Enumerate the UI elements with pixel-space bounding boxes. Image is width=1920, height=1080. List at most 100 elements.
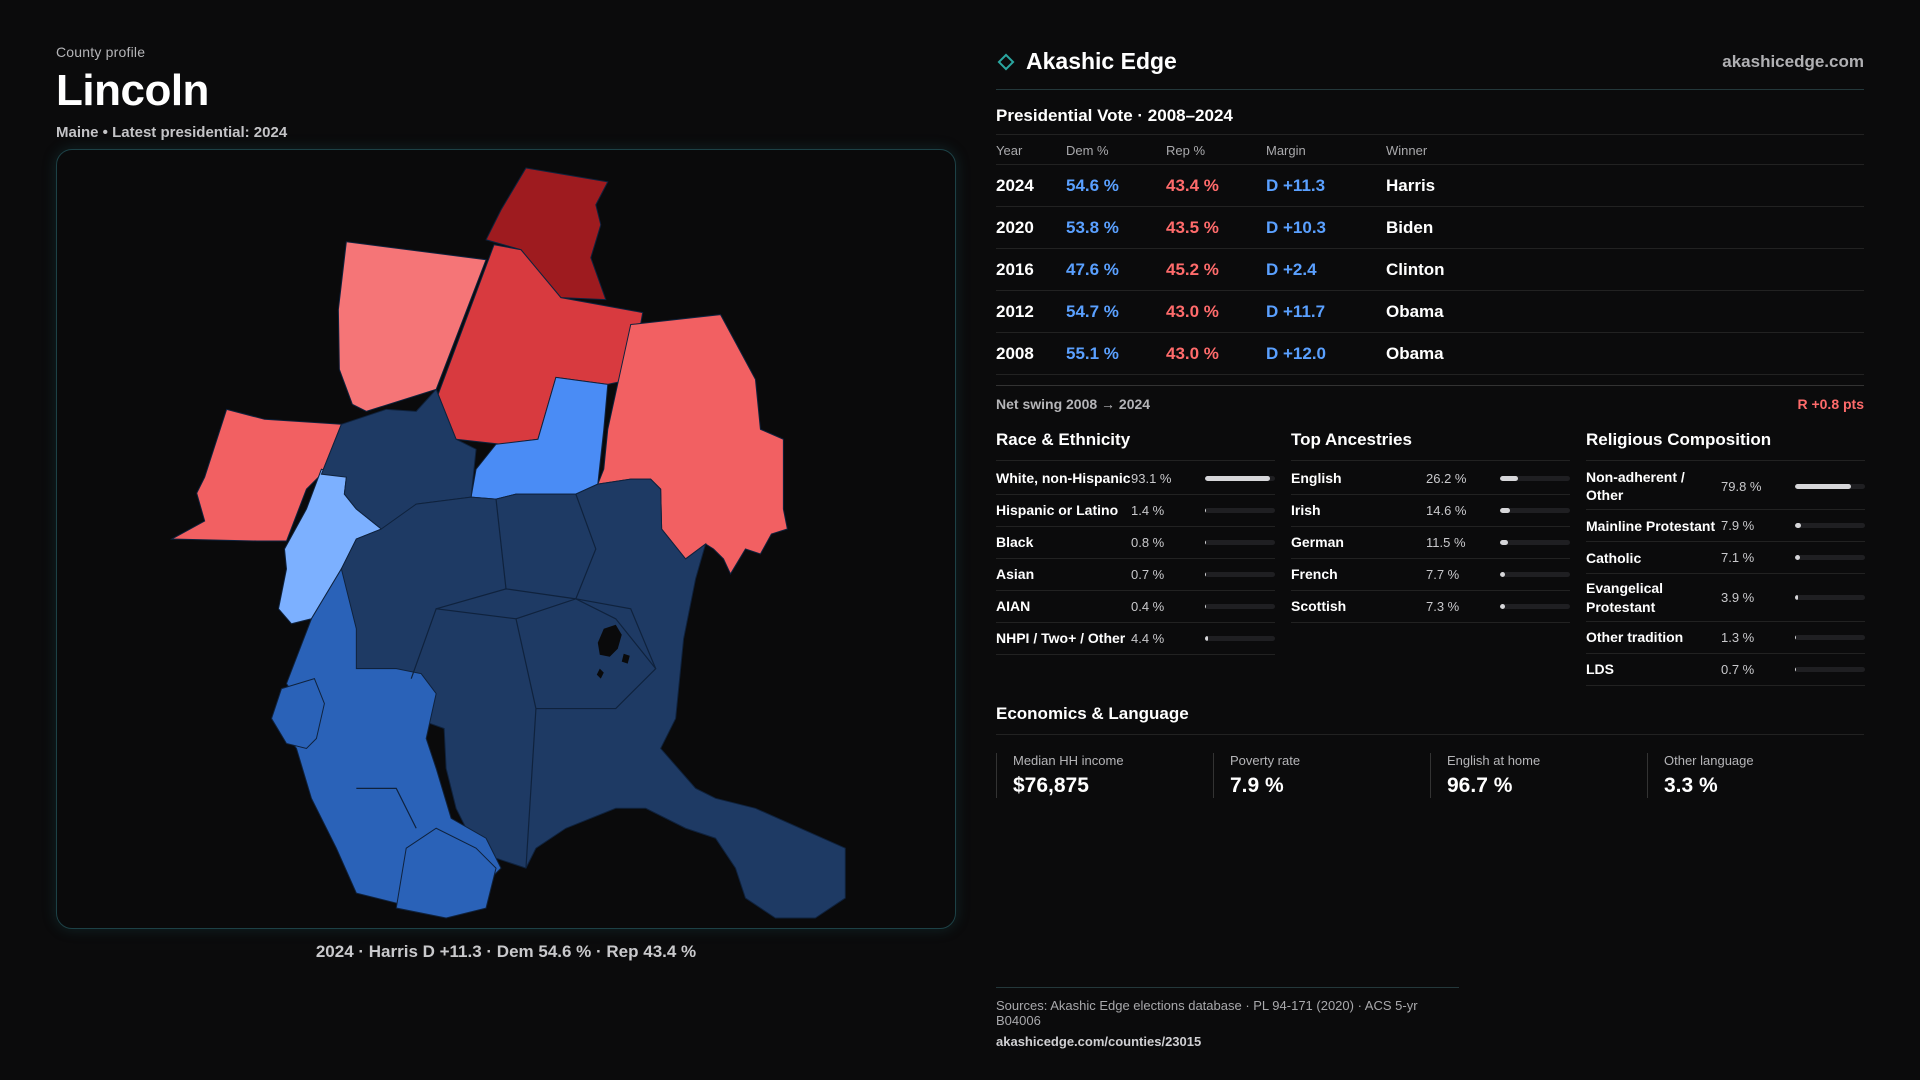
percent-bar-fill xyxy=(1500,540,1509,545)
list-item: AIAN 0.4 % xyxy=(996,591,1275,623)
col-winner: Winner xyxy=(1386,135,1864,165)
percent-bar xyxy=(1500,604,1570,609)
detail-panel: Akashic Edge akashicedge.com Presidentia… xyxy=(996,40,1865,798)
item-label: German xyxy=(1291,534,1344,551)
percent-bar xyxy=(1205,572,1275,577)
item-value: 7.1 % xyxy=(1721,550,1755,566)
percent-bar-fill xyxy=(1795,666,1796,672)
percent-bar-fill xyxy=(1205,540,1206,545)
list-item: German 11.5 % xyxy=(1291,527,1570,559)
table-row: 2012 54.7 % 43.0 % D +11.7 Obama xyxy=(996,290,1864,333)
percent-bar xyxy=(1205,540,1275,545)
econ-label: Other language xyxy=(1664,752,1754,768)
cell-winner: Clinton xyxy=(1386,248,1864,291)
cell-rep: 43.0 % xyxy=(1166,332,1266,375)
page-title: Lincoln xyxy=(56,66,209,115)
water-feature xyxy=(621,653,630,664)
vote-section-title: Presidential Vote · 2008–2024 xyxy=(996,106,1864,135)
vote-table: Year Dem % Rep % Margin Winner 2024 54.6… xyxy=(996,135,1864,375)
list-item: LDS 0.7 % xyxy=(1586,654,1865,686)
map-town[interactable] xyxy=(337,241,487,412)
econ-card: Median HH income $76,875 xyxy=(996,752,1213,798)
cell-rep: 45.2 % xyxy=(1166,248,1266,291)
cell-rep: 43.4 % xyxy=(1166,164,1266,207)
ancestry-title: Top Ancestries xyxy=(1291,430,1570,461)
cell-rep: 43.5 % xyxy=(1166,206,1266,249)
cell-margin: D +10.3 xyxy=(1266,206,1386,249)
item-label: Catholic xyxy=(1586,549,1642,566)
ancestry-panel: Top Ancestries English 26.2 % Irish 14.6 % G… xyxy=(1291,430,1570,686)
col-year: Year xyxy=(996,135,1066,165)
item-label: Evangelical Protestant xyxy=(1586,580,1664,615)
brand-url-link[interactable]: akashicedge.com xyxy=(1722,51,1864,71)
percent-bar-fill xyxy=(1795,634,1796,640)
item-label: NHPI / Two+ / Other xyxy=(996,630,1126,647)
list-item: English 26.2 % xyxy=(1291,463,1570,495)
cell-year: 2024 xyxy=(996,164,1066,207)
econ-value: 3.3 % xyxy=(1664,773,1718,797)
list-item: Catholic 7.1 % xyxy=(1586,542,1865,575)
map-town[interactable] xyxy=(169,408,343,542)
item-label: English xyxy=(1291,470,1342,487)
item-value: 1.3 % xyxy=(1721,629,1755,645)
col-rep: Rep % xyxy=(1166,135,1266,165)
cell-year: 2012 xyxy=(996,290,1066,333)
cell-winner: Obama xyxy=(1386,332,1864,375)
map-svg xyxy=(169,167,846,919)
demographics: Race & Ethnicity White, non-Hispanic 93.1… xyxy=(996,430,1865,686)
map-town[interactable] xyxy=(485,167,609,301)
percent-bar xyxy=(1205,476,1275,481)
brand-header: Akashic Edge akashicedge.com xyxy=(996,40,1864,90)
table-row: 2020 53.8 % 43.5 % D +10.3 Biden xyxy=(996,206,1864,249)
item-label: Asian xyxy=(996,566,1035,583)
list-item: Non-adherent / Other 79.8 % xyxy=(1586,463,1865,511)
percent-bar-fill xyxy=(1795,483,1851,489)
item-label: Black xyxy=(996,534,1034,551)
item-label: Non-adherent / Other xyxy=(1586,469,1685,504)
item-label: Hispanic or Latino xyxy=(996,502,1119,519)
econ-label: English at home xyxy=(1447,752,1541,768)
item-label: Other tradition xyxy=(1586,629,1684,646)
map-town[interactable] xyxy=(335,478,846,919)
item-label: Mainline Protestant xyxy=(1586,517,1716,534)
col-margin: Margin xyxy=(1266,135,1386,165)
sources-footer: Sources: Akashic Edge elections database… xyxy=(996,987,1459,1049)
cell-dem: 54.7 % xyxy=(1066,290,1166,333)
econ-card: Other language 3.3 % xyxy=(1647,752,1864,798)
item-value: 26.2 % xyxy=(1426,471,1467,486)
percent-bar-fill xyxy=(1500,508,1511,513)
map-town[interactable] xyxy=(395,827,497,919)
percent-bar-fill xyxy=(1795,523,1801,529)
col-dem: Dem % xyxy=(1066,135,1166,165)
cell-dem: 55.1 % xyxy=(1066,332,1166,375)
percent-bar-fill xyxy=(1500,476,1519,481)
economics-title: Economics & Language xyxy=(996,704,1864,735)
item-value: 4.4 % xyxy=(1131,631,1165,646)
cell-margin: D +11.7 xyxy=(1266,290,1386,333)
percent-bar xyxy=(1500,508,1570,513)
map-town[interactable] xyxy=(270,678,325,750)
religion-title: Religious Composition xyxy=(1586,430,1865,461)
item-label: LDS xyxy=(1586,661,1614,678)
percent-bar-fill xyxy=(1795,595,1798,601)
cell-dem: 47.6 % xyxy=(1066,248,1166,291)
eyebrow-label: County profile xyxy=(56,44,146,60)
percent-bar xyxy=(1205,636,1275,641)
cell-year: 2008 xyxy=(996,332,1066,375)
list-item: NHPI / Two+ / Other 4.4 % xyxy=(996,623,1275,655)
county-map[interactable] xyxy=(56,149,956,929)
item-value: 0.7 % xyxy=(1131,567,1165,582)
percent-bar xyxy=(1795,634,1865,640)
table-row: 2008 55.1 % 43.0 % D +12.0 Obama xyxy=(996,332,1864,375)
sources-url-link[interactable]: akashicedge.com/counties/23015 xyxy=(996,1034,1202,1049)
percent-bar-fill xyxy=(1205,636,1209,641)
list-item: White, non-Hispanic 93.1 % xyxy=(996,463,1275,495)
cell-winner: Harris xyxy=(1386,164,1864,207)
water-feature xyxy=(597,624,622,657)
list-item: Mainline Protestant 7.9 % xyxy=(1586,510,1865,543)
map-caption: 2024 · Harris D +11.3 · Dem 54.6 % · Rep… xyxy=(315,942,697,961)
brand[interactable]: Akashic Edge xyxy=(996,48,1177,75)
sources-line: Sources: Akashic Edge elections database… xyxy=(996,998,1418,1028)
item-value: 7.9 % xyxy=(1721,518,1755,534)
item-value: 0.7 % xyxy=(1721,661,1755,677)
